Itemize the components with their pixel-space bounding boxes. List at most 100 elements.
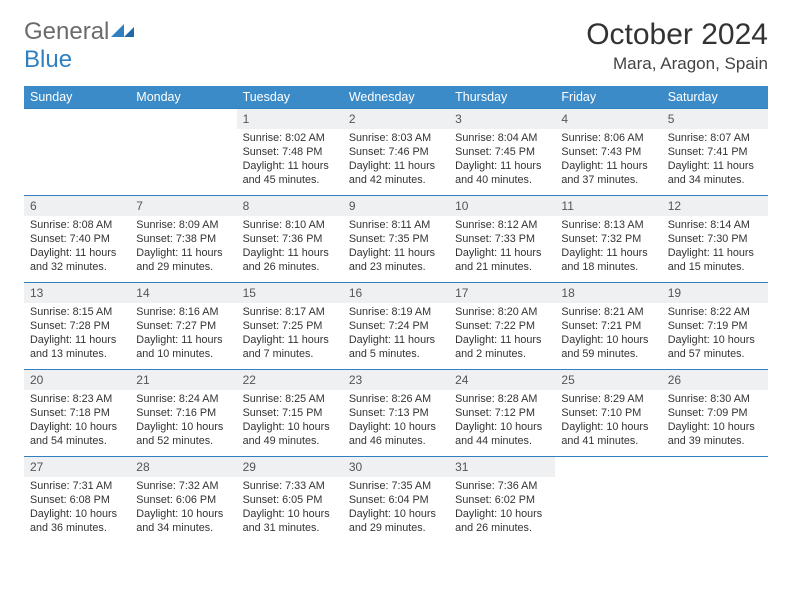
day-number: 31 — [449, 457, 555, 477]
day-details: Sunrise: 8:24 AMSunset: 7:16 PMDaylight:… — [130, 390, 236, 452]
day-details: Sunrise: 8:16 AMSunset: 7:27 PMDaylight:… — [130, 303, 236, 365]
day-number: 2 — [343, 109, 449, 129]
daylight-line: Daylight: 11 hours and 32 minutes. — [30, 246, 124, 274]
sunrise-line: Sunrise: 8:28 AM — [455, 392, 549, 406]
day-number: 18 — [555, 283, 661, 303]
calendar-cell — [662, 457, 768, 544]
day-number: 6 — [24, 196, 130, 216]
day-number: 4 — [555, 109, 661, 129]
sunrise-line: Sunrise: 8:23 AM — [30, 392, 124, 406]
calendar-cell: 10Sunrise: 8:12 AMSunset: 7:33 PMDayligh… — [449, 196, 555, 283]
sunrise-line: Sunrise: 7:31 AM — [30, 479, 124, 493]
sunset-line: Sunset: 7:32 PM — [561, 232, 655, 246]
sunset-line: Sunset: 7:48 PM — [243, 145, 337, 159]
daylight-line: Daylight: 10 hours and 31 minutes. — [243, 507, 337, 535]
sunset-line: Sunset: 7:41 PM — [668, 145, 762, 159]
day-details: Sunrise: 8:21 AMSunset: 7:21 PMDaylight:… — [555, 303, 661, 365]
daylight-line: Daylight: 10 hours and 34 minutes. — [136, 507, 230, 535]
sunrise-line: Sunrise: 8:08 AM — [30, 218, 124, 232]
calendar-cell: 29Sunrise: 7:33 AMSunset: 6:05 PMDayligh… — [237, 457, 343, 544]
sunrise-line: Sunrise: 8:15 AM — [30, 305, 124, 319]
day-details: Sunrise: 8:04 AMSunset: 7:45 PMDaylight:… — [449, 129, 555, 191]
daylight-line: Daylight: 11 hours and 23 minutes. — [349, 246, 443, 274]
sunset-line: Sunset: 6:06 PM — [136, 493, 230, 507]
sunrise-line: Sunrise: 7:36 AM — [455, 479, 549, 493]
day-details: Sunrise: 8:14 AMSunset: 7:30 PMDaylight:… — [662, 216, 768, 278]
sunrise-line: Sunrise: 8:12 AM — [455, 218, 549, 232]
day-number: 23 — [343, 370, 449, 390]
day-details: Sunrise: 8:28 AMSunset: 7:12 PMDaylight:… — [449, 390, 555, 452]
daylight-line: Daylight: 11 hours and 37 minutes. — [561, 159, 655, 187]
daylight-line: Daylight: 10 hours and 52 minutes. — [136, 420, 230, 448]
daylight-line: Daylight: 10 hours and 41 minutes. — [561, 420, 655, 448]
sunset-line: Sunset: 7:13 PM — [349, 406, 443, 420]
day-number: 12 — [662, 196, 768, 216]
weekday-header: Wednesday — [343, 86, 449, 109]
sunset-line: Sunset: 6:08 PM — [30, 493, 124, 507]
daylight-line: Daylight: 11 hours and 10 minutes. — [136, 333, 230, 361]
logo-text-general: General — [24, 18, 109, 45]
sunset-line: Sunset: 7:10 PM — [561, 406, 655, 420]
sunrise-line: Sunrise: 8:29 AM — [561, 392, 655, 406]
sunset-line: Sunset: 7:24 PM — [349, 319, 443, 333]
calendar-cell: 18Sunrise: 8:21 AMSunset: 7:21 PMDayligh… — [555, 283, 661, 370]
logo-mark-icon — [111, 21, 137, 39]
sunrise-line: Sunrise: 7:32 AM — [136, 479, 230, 493]
sunset-line: Sunset: 6:04 PM — [349, 493, 443, 507]
daylight-line: Daylight: 10 hours and 49 minutes. — [243, 420, 337, 448]
calendar-cell: 11Sunrise: 8:13 AMSunset: 7:32 PMDayligh… — [555, 196, 661, 283]
day-details: Sunrise: 7:35 AMSunset: 6:04 PMDaylight:… — [343, 477, 449, 539]
sunrise-line: Sunrise: 8:13 AM — [561, 218, 655, 232]
sunrise-line: Sunrise: 8:21 AM — [561, 305, 655, 319]
daylight-line: Daylight: 11 hours and 2 minutes. — [455, 333, 549, 361]
daylight-line: Daylight: 11 hours and 7 minutes. — [243, 333, 337, 361]
day-number: 10 — [449, 196, 555, 216]
daylight-line: Daylight: 11 hours and 45 minutes. — [243, 159, 337, 187]
calendar-cell: 12Sunrise: 8:14 AMSunset: 7:30 PMDayligh… — [662, 196, 768, 283]
sunset-line: Sunset: 7:18 PM — [30, 406, 124, 420]
day-number: 29 — [237, 457, 343, 477]
calendar-week-row: 1Sunrise: 8:02 AMSunset: 7:48 PMDaylight… — [24, 109, 768, 196]
calendar-cell: 13Sunrise: 8:15 AMSunset: 7:28 PMDayligh… — [24, 283, 130, 370]
calendar-cell — [555, 457, 661, 544]
sunrise-line: Sunrise: 8:11 AM — [349, 218, 443, 232]
page-title: October 2024 — [586, 18, 768, 52]
calendar-cell: 26Sunrise: 8:30 AMSunset: 7:09 PMDayligh… — [662, 370, 768, 457]
weekday-header: Friday — [555, 86, 661, 109]
sunrise-line: Sunrise: 8:30 AM — [668, 392, 762, 406]
sunrise-line: Sunrise: 8:09 AM — [136, 218, 230, 232]
sunset-line: Sunset: 7:25 PM — [243, 319, 337, 333]
calendar-cell: 20Sunrise: 8:23 AMSunset: 7:18 PMDayligh… — [24, 370, 130, 457]
day-number: 5 — [662, 109, 768, 129]
day-details: Sunrise: 8:03 AMSunset: 7:46 PMDaylight:… — [343, 129, 449, 191]
calendar-cell: 23Sunrise: 8:26 AMSunset: 7:13 PMDayligh… — [343, 370, 449, 457]
daylight-line: Daylight: 11 hours and 18 minutes. — [561, 246, 655, 274]
day-number: 9 — [343, 196, 449, 216]
daylight-line: Daylight: 10 hours and 44 minutes. — [455, 420, 549, 448]
day-number: 8 — [237, 196, 343, 216]
day-details: Sunrise: 8:08 AMSunset: 7:40 PMDaylight:… — [24, 216, 130, 278]
day-number: 20 — [24, 370, 130, 390]
sunset-line: Sunset: 7:33 PM — [455, 232, 549, 246]
weekday-header: Sunday — [24, 86, 130, 109]
calendar-cell — [24, 109, 130, 196]
sunrise-line: Sunrise: 8:19 AM — [349, 305, 443, 319]
day-details: Sunrise: 8:07 AMSunset: 7:41 PMDaylight:… — [662, 129, 768, 191]
day-number: 19 — [662, 283, 768, 303]
weekday-header: Saturday — [662, 86, 768, 109]
logo: General Blue — [24, 18, 137, 74]
daylight-line: Daylight: 10 hours and 59 minutes. — [561, 333, 655, 361]
sunrise-line: Sunrise: 8:03 AM — [349, 131, 443, 145]
sunrise-line: Sunrise: 8:22 AM — [668, 305, 762, 319]
sunrise-line: Sunrise: 8:14 AM — [668, 218, 762, 232]
day-details: Sunrise: 8:17 AMSunset: 7:25 PMDaylight:… — [237, 303, 343, 365]
daylight-line: Daylight: 11 hours and 40 minutes. — [455, 159, 549, 187]
day-number: 7 — [130, 196, 236, 216]
day-number: 15 — [237, 283, 343, 303]
calendar-cell — [130, 109, 236, 196]
sunset-line: Sunset: 7:22 PM — [455, 319, 549, 333]
sunrise-line: Sunrise: 8:20 AM — [455, 305, 549, 319]
daylight-line: Daylight: 11 hours and 42 minutes. — [349, 159, 443, 187]
location-label: Mara, Aragon, Spain — [586, 54, 768, 74]
calendar-cell: 4Sunrise: 8:06 AMSunset: 7:43 PMDaylight… — [555, 109, 661, 196]
